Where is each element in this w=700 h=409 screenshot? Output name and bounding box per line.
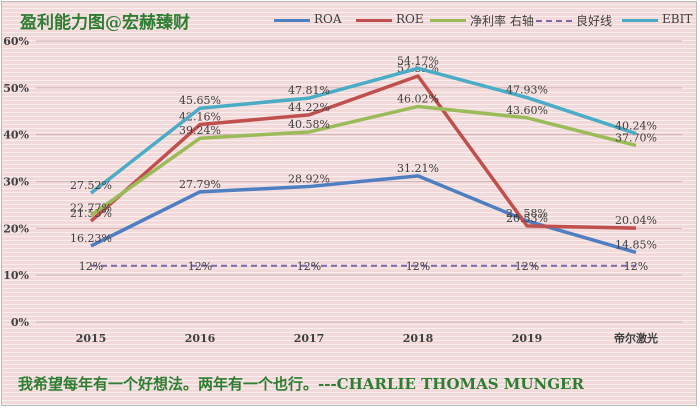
chart-title: 盈利能力图@宏赫臻财: [20, 13, 190, 33]
legend-swatch-roa: [274, 19, 310, 22]
series-line-ebit: [89, 66, 637, 195]
data-label-ebit: 45.65%: [179, 94, 221, 107]
legend-swatch-roe: [356, 19, 392, 22]
series-line-roe: [89, 74, 637, 230]
legend-swatch-net-margin: [430, 19, 466, 22]
data-label-good: 12%: [188, 260, 212, 273]
y-tick-label: 0%: [11, 316, 30, 329]
data-label-net: 43.60%: [506, 104, 548, 117]
x-tick-label: 2015: [76, 332, 107, 345]
data-label-roa: 16.23%: [70, 232, 112, 245]
data-label-net: 22.77%: [70, 201, 112, 214]
x-tick-label: 2016: [185, 332, 216, 345]
data-label-roa: 28.92%: [288, 173, 330, 186]
y-tick-label: 40%: [3, 129, 29, 142]
x-tick-label: 帝尔激光: [614, 331, 658, 345]
data-label-roe: 20.04%: [615, 214, 657, 227]
data-label-roe: 44.22%: [288, 101, 330, 114]
legend-swatch-ebit: [622, 19, 658, 22]
data-label-good: 12%: [79, 260, 103, 273]
x-tick-label: 2017: [294, 332, 325, 345]
legend-swatch-good-line: [536, 20, 572, 22]
x-tick-label: 2019: [512, 332, 543, 345]
data-label-net: 39.24%: [179, 124, 221, 137]
data-label-roe: 20.53%: [506, 212, 548, 225]
y-tick-label: 20%: [3, 222, 29, 235]
data-label-net: 40.58%: [288, 118, 330, 131]
data-label-good: 12%: [515, 260, 539, 273]
data-label-ebit: 47.93%: [506, 84, 548, 97]
data-label-ebit: 47.81%: [288, 84, 330, 97]
legend-label-roe: ROE: [396, 12, 424, 26]
y-tick-label: 30%: [3, 176, 29, 189]
legend-label-good-line: 良好线: [576, 14, 613, 28]
y-tick-label: 10%: [3, 269, 29, 282]
data-label-good: 12%: [406, 260, 430, 273]
data-label-good: 12%: [624, 260, 648, 273]
data-label-good: 12%: [297, 260, 321, 273]
data-label-roa: 31.21%: [397, 162, 439, 175]
data-label-ebit: 27.52%: [70, 179, 112, 192]
series-line-roa: [90, 174, 637, 255]
data-label-ebit: 54.17%: [397, 54, 439, 67]
legend-label-net-margin: 净利率 右轴: [470, 14, 534, 28]
data-label-net: 46.02%: [397, 92, 439, 105]
series-line-net: [89, 104, 637, 217]
data-label-roe: 42.16%: [179, 111, 221, 124]
y-tick-label: 60%: [3, 35, 29, 48]
legend-label-ebit: EBIT: [662, 12, 693, 26]
x-tick-label: 2018: [403, 332, 434, 345]
data-label-net: 37.70%: [615, 131, 657, 144]
data-label-roa: 14.85%: [615, 238, 657, 251]
munger-quote: 我希望每年有一个好想法。两年有一个也行。---CHARLIE THOMAS MU…: [18, 375, 584, 393]
legend-label-roa: ROA: [314, 12, 342, 26]
data-label-roa: 27.79%: [179, 178, 221, 191]
y-tick-label: 50%: [3, 82, 29, 95]
data-label-ebit: 40.24%: [615, 120, 657, 133]
